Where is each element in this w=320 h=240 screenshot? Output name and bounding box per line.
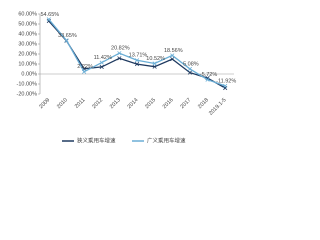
point-marker <box>64 38 69 43</box>
x-tick-label: 2016 <box>162 97 175 110</box>
chart: -20.00% -10.00% 0.00% 10.00% 20.00% 30.00% 40.… <box>17 11 237 144</box>
data-label: 5.08% <box>183 61 199 67</box>
point-marker <box>187 66 192 72</box>
y-tick-label: -10.00% <box>17 81 38 87</box>
data-label: 20.82% <box>111 46 130 52</box>
y-tick-label: 40.00% <box>18 31 37 37</box>
data-label: 54.65% <box>40 12 59 18</box>
point-marker <box>117 51 122 56</box>
data-label: 13.71% <box>129 53 148 59</box>
point-marker <box>99 60 104 65</box>
data-label: -5.72% <box>200 72 218 78</box>
x-tick-label: 2009 <box>38 97 51 110</box>
data-label: 10.52% <box>146 56 165 62</box>
point-marker <box>134 58 140 63</box>
point-marker <box>82 69 87 74</box>
point-marker <box>223 83 228 89</box>
data-label: 2.22% <box>77 64 93 70</box>
y-tick-label: -20.00% <box>17 91 38 97</box>
y-tick-label: 50.00% <box>18 21 37 27</box>
point-marker <box>152 64 157 69</box>
point-marker <box>99 64 104 69</box>
x-tick-label: 2017 <box>179 97 192 110</box>
data-label: 33.65% <box>58 33 77 39</box>
x-tick-label: 2011 <box>74 97 87 110</box>
legend-label: 狭义乘用车增速 <box>77 136 116 144</box>
point-marker <box>205 77 210 82</box>
y-tick-label: 60.00% <box>18 11 37 17</box>
y-tick-label: 20.00% <box>18 51 37 57</box>
x-tick-label: 2015 <box>144 97 157 110</box>
data-label: 18.56% <box>164 48 183 54</box>
x-tick-label: 2013 <box>109 97 122 110</box>
point-marker <box>117 56 122 61</box>
y-tick-label: 0.00% <box>21 71 37 77</box>
point-marker <box>134 62 140 67</box>
x-tick-label: 2018 <box>197 97 210 110</box>
y-tick-label: 30.00% <box>18 41 37 47</box>
point-marker <box>152 61 157 66</box>
point-marker <box>187 70 192 75</box>
legend-label: 广义乘用车增速 <box>147 136 186 144</box>
data-label: 11.42% <box>94 55 112 61</box>
x-tick-label: 2014 <box>127 97 140 110</box>
point-marker <box>170 53 175 58</box>
point-marker <box>46 17 51 22</box>
x-tick-label: 2012 <box>91 97 104 110</box>
y-tick-label: 10.00% <box>18 61 37 67</box>
point-marker <box>170 57 175 62</box>
x-tick-label: 2010 <box>56 97 69 110</box>
x-tick-label: 2019.1-5 <box>208 97 228 117</box>
data-label: -11.92% <box>216 78 236 84</box>
